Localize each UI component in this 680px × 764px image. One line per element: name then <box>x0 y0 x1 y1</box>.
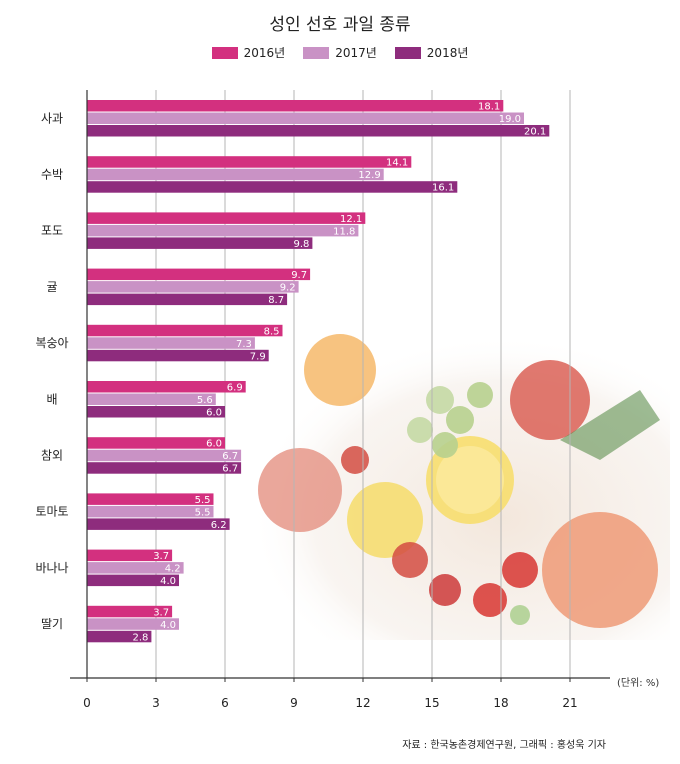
category-label: 복숭아 <box>35 336 68 350</box>
bar-value-label: 3.7 <box>153 551 169 562</box>
bar-value-label: 12.1 <box>340 214 362 225</box>
bar <box>87 237 313 249</box>
bar <box>87 493 214 505</box>
bar <box>87 406 225 418</box>
bar <box>87 562 184 574</box>
category-label: 포도 <box>41 224 63 238</box>
bar-value-label: 9.7 <box>291 270 307 281</box>
bar <box>87 112 524 124</box>
bar-value-label: 6.7 <box>222 451 238 462</box>
bar <box>87 212 366 224</box>
bar-value-label: 4.2 <box>165 564 181 575</box>
bar-value-label: 8.7 <box>268 295 284 306</box>
bar <box>87 393 216 405</box>
category-label: 바나나 <box>35 561 68 575</box>
bar-value-label: 5.5 <box>195 495 211 506</box>
bar-value-label: 20.1 <box>524 127 546 138</box>
bar <box>87 505 214 518</box>
category-label: 배 <box>46 392 57 406</box>
bar <box>87 618 179 630</box>
bar <box>87 630 152 643</box>
bar-value-label: 8.5 <box>264 326 280 337</box>
bar <box>87 268 311 281</box>
bar <box>87 168 384 181</box>
bar-value-label: 6.9 <box>227 383 243 394</box>
bar-value-label: 18.1 <box>478 102 500 113</box>
bar-value-label: 7.9 <box>250 351 266 362</box>
bar-value-label: 11.8 <box>333 226 355 237</box>
bar-value-label: 19.0 <box>499 114 521 125</box>
x-tick-label: 6 <box>221 696 229 710</box>
bar-value-label: 5.5 <box>195 507 211 518</box>
bar-value-label: 2.8 <box>132 632 148 643</box>
bar-value-label: 9.8 <box>293 239 309 250</box>
legend-label: 2017년 <box>335 46 377 60</box>
bar <box>87 100 504 112</box>
category-label: 참외 <box>41 448 63 462</box>
legend-swatch <box>211 46 238 59</box>
x-tick-label: 21 <box>562 696 577 710</box>
bar <box>87 281 299 293</box>
x-tick-label: 12 <box>355 696 370 710</box>
legend-label: 2018년 <box>426 46 469 60</box>
legend-swatch <box>303 46 330 59</box>
bar-value-label: 3.7 <box>153 607 169 618</box>
bar <box>87 181 458 193</box>
bar <box>87 224 359 237</box>
bar-value-label: 4.0 <box>160 576 176 587</box>
legend: 2016년 2017년 2018년 <box>0 44 680 61</box>
legend-item: 2017년 <box>303 44 377 61</box>
bar <box>87 462 242 474</box>
bar-value-label: 4.0 <box>160 620 176 631</box>
x-tick-label: 3 <box>152 696 160 710</box>
bar-value-label: 16.1 <box>432 183 454 194</box>
legend-label: 2016년 <box>243 46 286 60</box>
bar-value-label: 6.0 <box>206 439 222 450</box>
x-tick-label: 0 <box>83 696 91 710</box>
category-label: 귤 <box>46 280 57 294</box>
bar-value-label: 5.6 <box>197 395 213 406</box>
bar <box>87 518 230 530</box>
bar <box>87 605 173 618</box>
chart-title: 성인 선호 과일 종류 <box>269 15 411 35</box>
bar <box>87 156 412 168</box>
x-tick-label: 18 <box>493 696 508 710</box>
legend-item: 2016년 <box>211 44 286 61</box>
category-label: 딸기 <box>41 617 63 631</box>
bar <box>87 125 550 137</box>
bar-value-label: 6.7 <box>222 464 238 475</box>
x-tick-label: 9 <box>290 696 298 710</box>
bar <box>87 293 288 306</box>
x-tick-label: 15 <box>424 696 439 710</box>
bar-value-label: 6.2 <box>211 520 227 531</box>
bar <box>87 574 179 587</box>
bar <box>87 449 242 462</box>
bar <box>87 437 225 449</box>
category-label: 사과 <box>41 111 63 125</box>
bar-value-label: 6.0 <box>206 408 222 419</box>
legend-item: 2018년 <box>394 44 469 61</box>
unit-label: (단위: %) <box>617 678 660 689</box>
bar <box>87 324 283 337</box>
source-credit: 자료 : 한국농촌경제연구원, 그래픽 : 홍성욱 기자 <box>402 740 606 751</box>
bar-value-label: 12.9 <box>358 170 380 181</box>
bar <box>87 337 255 349</box>
bar <box>87 549 173 562</box>
category-label: 수박 <box>41 167 63 181</box>
bar-value-label: 7.3 <box>236 339 252 350</box>
fruit-photo <box>250 334 670 640</box>
category-label: 토마토 <box>35 505 68 519</box>
bar-value-label: 9.2 <box>280 283 296 294</box>
bar-value-label: 14.1 <box>386 158 408 169</box>
bar <box>87 349 269 362</box>
legend-swatch <box>394 46 421 59</box>
bar <box>87 381 246 393</box>
